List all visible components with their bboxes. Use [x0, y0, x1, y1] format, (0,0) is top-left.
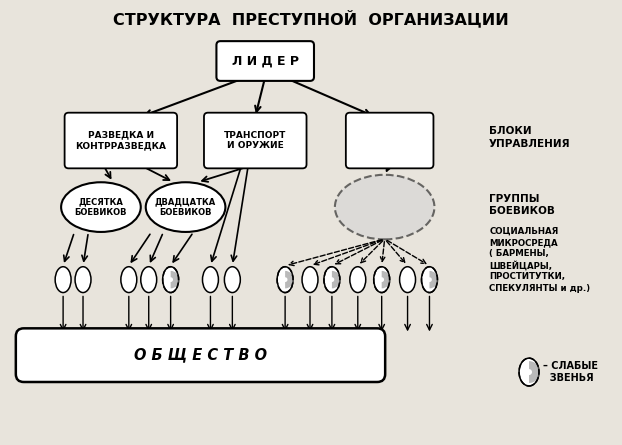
Ellipse shape [335, 175, 434, 239]
Ellipse shape [203, 267, 218, 292]
Text: ДЕСЯТКА
БОЕВИКОВ: ДЕСЯТКА БОЕВИКОВ [75, 197, 127, 217]
Ellipse shape [519, 358, 539, 386]
Text: БЛОКИ
УПРАВЛЕНИЯ: БЛОКИ УПРАВЛЕНИЯ [489, 126, 571, 149]
Text: ТРАНСПОРТ
И ОРУЖИЕ: ТРАНСПОРТ И ОРУЖИЕ [224, 131, 287, 150]
Ellipse shape [121, 267, 137, 292]
FancyBboxPatch shape [204, 113, 307, 168]
Text: Л И Д Е Р: Л И Д Е Р [232, 55, 299, 68]
Text: ДВАДЦАТКА
БОЕВИКОВ: ДВАДЦАТКА БОЕВИКОВ [155, 197, 216, 217]
Ellipse shape [277, 267, 293, 292]
Wedge shape [382, 271, 391, 288]
Ellipse shape [163, 267, 179, 292]
Ellipse shape [75, 267, 91, 292]
Ellipse shape [324, 267, 340, 292]
Wedge shape [285, 271, 294, 288]
Ellipse shape [141, 267, 157, 292]
Ellipse shape [399, 267, 415, 292]
Ellipse shape [374, 267, 389, 292]
FancyBboxPatch shape [216, 41, 314, 81]
Ellipse shape [61, 182, 141, 232]
FancyBboxPatch shape [346, 113, 434, 168]
Ellipse shape [350, 267, 366, 292]
Ellipse shape [302, 267, 318, 292]
Ellipse shape [146, 182, 225, 232]
Text: СТРУКТУРА  ПРЕСТУПНОЙ  ОРГАНИЗАЦИИ: СТРУКТУРА ПРЕСТУПНОЙ ОРГАНИЗАЦИИ [113, 9, 509, 27]
Wedge shape [429, 271, 439, 288]
FancyBboxPatch shape [65, 113, 177, 168]
Text: РАЗВЕДКА И
КОНТРРАЗВЕДКА: РАЗВЕДКА И КОНТРРАЗВЕДКА [75, 131, 166, 150]
Wedge shape [529, 361, 540, 383]
Wedge shape [170, 271, 179, 288]
Text: ГРУППЫ
БОЕВИКОВ: ГРУППЫ БОЕВИКОВ [489, 194, 555, 216]
Text: – СЛАБЫЕ
  ЗВЕНЬЯ: – СЛАБЫЕ ЗВЕНЬЯ [543, 361, 598, 383]
Ellipse shape [55, 267, 71, 292]
Text: О Б Щ Е С Т В О: О Б Щ Е С Т В О [134, 348, 267, 363]
Ellipse shape [225, 267, 240, 292]
FancyBboxPatch shape [16, 328, 385, 382]
Ellipse shape [422, 267, 437, 292]
Text: СОЦИАЛЬНАЯ
МИКРОСРЕДА
( БАРМЕНЫ,
ШВЕЙЦАРЫ,
ПРОСТИТУТКИ,
СПЕКУЛЯНТЫ и др.): СОЦИАЛЬНАЯ МИКРОСРЕДА ( БАРМЕНЫ, ШВЕЙЦАР… [489, 227, 590, 293]
Wedge shape [332, 271, 341, 288]
